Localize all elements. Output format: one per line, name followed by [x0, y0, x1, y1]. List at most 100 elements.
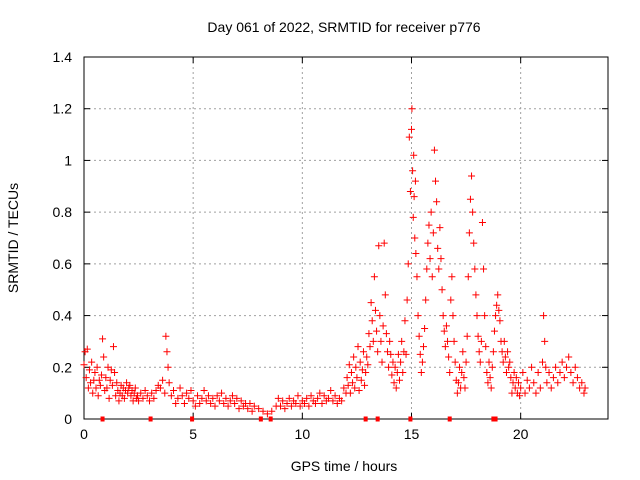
data-point — [461, 384, 469, 392]
data-point — [156, 384, 164, 392]
baseline-marker — [493, 416, 498, 422]
data-point — [485, 358, 493, 366]
data-point — [488, 363, 496, 371]
data-point — [150, 394, 158, 402]
data-point — [211, 402, 219, 410]
data-point — [484, 379, 492, 387]
data-point — [528, 363, 536, 371]
data-point — [501, 353, 509, 361]
data-point — [378, 358, 386, 366]
data-point — [445, 353, 453, 361]
data-point — [414, 312, 422, 320]
data-point — [84, 384, 92, 392]
data-point — [486, 374, 494, 382]
x-tick-label: 15 — [404, 426, 420, 442]
data-point — [441, 343, 449, 351]
data-point — [510, 368, 518, 376]
data-point — [146, 397, 153, 405]
data-point — [99, 335, 107, 343]
data-point — [303, 394, 311, 402]
data-point — [448, 273, 456, 281]
data-point — [376, 312, 384, 320]
y-tick-label: 0.2 — [53, 359, 73, 375]
data-point — [487, 384, 495, 392]
grid-lines — [84, 57, 608, 419]
data-point — [381, 291, 389, 299]
data-point — [477, 337, 485, 345]
data-point — [359, 348, 367, 356]
data-point — [204, 392, 212, 400]
data-point — [180, 399, 188, 407]
data-point — [224, 402, 232, 410]
data-point — [109, 343, 117, 351]
data-point — [228, 392, 236, 400]
data-point — [316, 389, 324, 397]
data-point — [403, 296, 411, 304]
data-point — [387, 350, 395, 358]
data-point — [556, 368, 564, 376]
data-point — [412, 250, 420, 258]
data-point — [523, 376, 531, 384]
data-point — [105, 394, 113, 402]
data-point — [333, 399, 341, 407]
data-point — [444, 337, 452, 345]
data-point — [347, 368, 355, 376]
data-point — [429, 229, 437, 237]
data-point — [353, 374, 361, 382]
data-point — [344, 381, 352, 389]
data-point — [325, 394, 333, 402]
data-point — [207, 399, 215, 407]
data-point — [338, 397, 346, 405]
data-point — [410, 151, 418, 159]
data-point — [475, 348, 483, 356]
data-point — [447, 296, 455, 304]
data-point — [395, 376, 403, 384]
data-point — [131, 384, 139, 392]
data-point — [382, 330, 390, 338]
data-point — [311, 399, 319, 407]
data-point — [178, 392, 186, 400]
data-point — [137, 389, 145, 397]
data-point — [525, 384, 533, 392]
data-point — [183, 389, 191, 397]
data-point — [453, 389, 461, 397]
data-point — [268, 407, 276, 415]
data-point — [495, 306, 503, 314]
data-point — [200, 387, 208, 395]
y-tick-label: 0.4 — [53, 308, 73, 324]
data-point — [172, 399, 180, 407]
data-point — [560, 374, 568, 382]
data-point — [294, 392, 302, 400]
data-point — [413, 273, 421, 281]
data-point — [465, 229, 473, 237]
data-point — [468, 172, 476, 180]
data-point — [458, 368, 466, 376]
data-point — [274, 394, 282, 402]
data-point — [259, 407, 267, 415]
data-point — [331, 392, 339, 400]
data-point — [408, 125, 415, 133]
data-point — [194, 392, 202, 400]
data-point — [246, 399, 254, 407]
data-point — [162, 332, 170, 340]
data-point — [218, 389, 226, 397]
data-point — [357, 376, 365, 384]
data-point — [92, 384, 100, 392]
data-point — [432, 177, 440, 185]
data-point — [277, 402, 284, 410]
data-point — [433, 198, 441, 206]
data-point — [85, 366, 93, 374]
data-point — [93, 363, 101, 371]
data-point — [436, 224, 444, 232]
y-tick-label: 1 — [64, 152, 72, 168]
data-point — [80, 361, 88, 369]
data-point — [459, 348, 467, 356]
data-point — [460, 374, 468, 382]
data-point — [356, 358, 364, 366]
data-point — [416, 350, 424, 358]
data-point — [435, 265, 443, 273]
data-point — [499, 358, 507, 366]
data-point — [279, 397, 287, 405]
data-point — [202, 397, 210, 405]
